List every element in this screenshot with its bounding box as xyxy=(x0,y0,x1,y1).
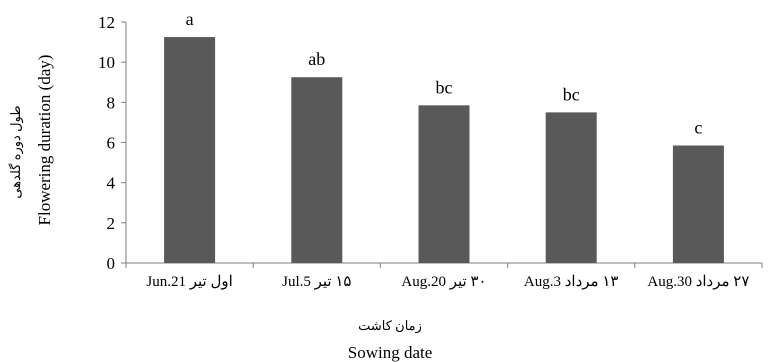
x-tick-label: ۱۵ تیر Jul.5 xyxy=(282,274,351,290)
y-axis: 0 2 4 6 8 10 12 xyxy=(98,13,127,273)
bars xyxy=(164,37,724,264)
y-tick-label: 0 xyxy=(107,254,116,273)
x-axis-title-persian: زمان کاشت xyxy=(358,318,422,334)
significance-label: bc xyxy=(563,84,580,104)
significance-label: ab xyxy=(308,49,325,69)
x-tick-label: اول تیر Jun.21 xyxy=(146,274,232,290)
category-labels: اول تیر Jun.21 ۱۵ تیر Jul.5 ۳۰ تیر Aug.20 ۱… xyxy=(146,274,749,290)
bar xyxy=(672,145,724,263)
x-tick-label: ۳۰ تیر Aug.20 xyxy=(401,274,486,290)
x-axis xyxy=(125,262,763,268)
bar xyxy=(164,37,216,263)
significance-labels: a ab bc bc c xyxy=(186,9,703,137)
y-tick-label: 2 xyxy=(107,214,116,233)
y-tick-label: 12 xyxy=(98,13,115,32)
y-tick-label: 8 xyxy=(107,93,116,112)
bar xyxy=(418,105,470,264)
x-tick-label: ۱۳ مرداد Aug.3 xyxy=(524,274,619,290)
y-tick-label: 6 xyxy=(107,134,116,153)
y-axis-title-persian: طول دوره گلدهی xyxy=(8,105,24,198)
significance-label: a xyxy=(186,9,194,29)
x-axis-title: Sowing date xyxy=(348,343,433,362)
y-tick-label: 10 xyxy=(98,53,115,72)
significance-label: bc xyxy=(436,77,453,97)
significance-label: c xyxy=(694,118,702,138)
y-axis-title: Flowering duration (day) xyxy=(35,55,54,226)
bar xyxy=(545,112,597,263)
bar xyxy=(291,77,343,264)
y-tick-label: 4 xyxy=(107,174,116,193)
x-tick-label: ۲۷ مرداد Aug.30 xyxy=(647,274,749,290)
